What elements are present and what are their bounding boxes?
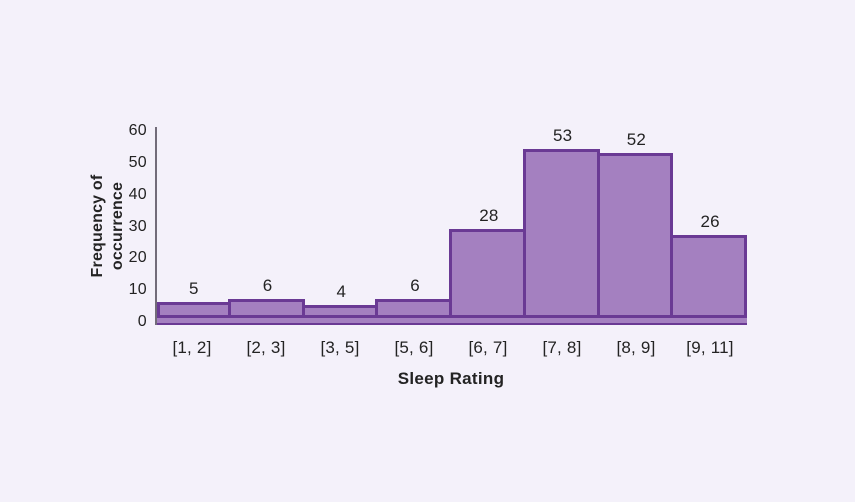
bar-cell: 6 (227, 127, 305, 325)
x-tick-label: [3, 5] (320, 338, 360, 357)
y-tick-label: 40 (128, 185, 147, 203)
y-tick-label: 30 (128, 217, 147, 235)
y-tick-label: 60 (128, 122, 147, 140)
bar (375, 299, 452, 318)
x-tick-label: [8, 9] (616, 338, 656, 357)
bar-cell: 4 (301, 127, 379, 325)
bar-value-label: 26 (700, 212, 720, 231)
bar-value-label: 53 (552, 126, 573, 145)
bar-value-label: 6 (410, 276, 420, 295)
bar-cell: 52 (596, 127, 674, 325)
y-tick-label: 10 (128, 281, 147, 299)
bar (596, 153, 674, 318)
bar-value-label: 6 (262, 276, 273, 295)
plot-area: 5 6 4 6 28 53 52 26 (155, 127, 747, 325)
y-tick-labels: 0 10 20 30 40 50 60 (95, 123, 147, 330)
bar-cell: 26 (670, 127, 747, 325)
bar (449, 229, 526, 318)
bar-cell: 6 (375, 127, 452, 325)
bar (157, 302, 231, 318)
bar-value-label: 4 (336, 282, 347, 301)
bars-row: 5 6 4 6 28 53 52 26 (157, 127, 747, 325)
x-tick-label: [9, 11] (686, 338, 734, 357)
y-tick-label: 0 (137, 313, 147, 330)
bar-cell: 5 (157, 127, 231, 325)
x-tick-label: [6, 7] (468, 338, 508, 357)
bar (522, 149, 600, 318)
bar (670, 235, 747, 318)
bar-cell: 53 (522, 126, 600, 325)
x-tick-label: [5, 6] (394, 338, 434, 357)
x-tick-label: [2, 3] (246, 338, 286, 357)
y-tick-label: 20 (128, 249, 147, 267)
x-axis-title: Sleep Rating (397, 369, 505, 388)
x-tick-labels: [1, 2] [2, 3] [3, 5] [5, 6] [6, 7] [7, 8] [8, … (155, 338, 747, 358)
bar-cell: 28 (449, 127, 526, 325)
bar-value-label: 52 (626, 130, 647, 149)
bar-value-label: 5 (189, 279, 199, 298)
x-axis-baseline (157, 318, 747, 325)
x-tick-label: [7, 8] (542, 338, 582, 357)
x-tick-label: [1, 2] (172, 338, 212, 357)
y-tick-label: 50 (128, 154, 147, 171)
bar (301, 305, 379, 318)
bar-value-label: 28 (479, 206, 499, 225)
bar (227, 299, 305, 318)
